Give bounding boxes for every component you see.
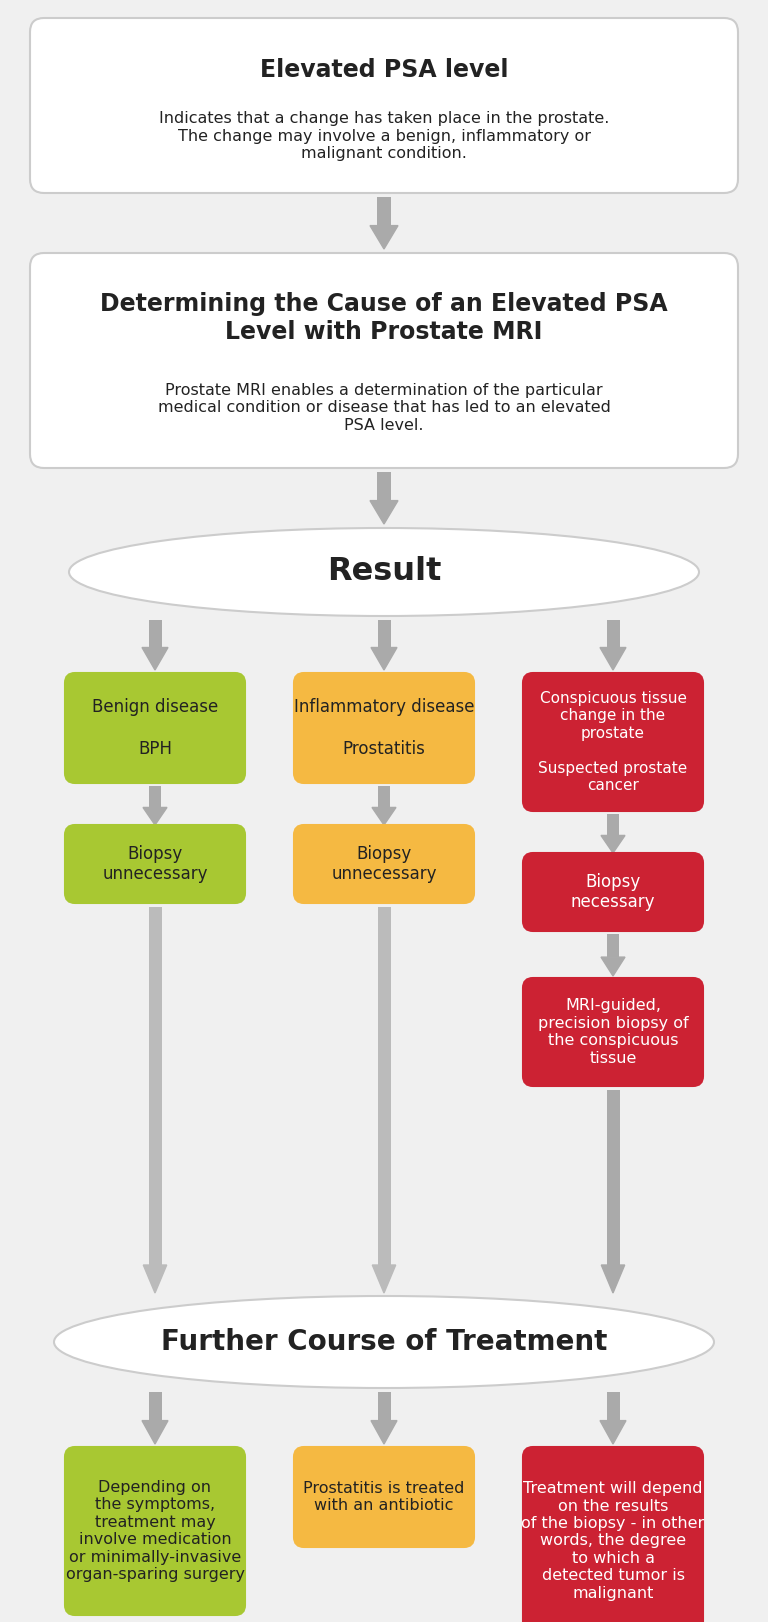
Text: Further Course of Treatment: Further Course of Treatment <box>161 1328 607 1356</box>
Polygon shape <box>142 1421 168 1444</box>
FancyBboxPatch shape <box>294 673 474 783</box>
Polygon shape <box>144 1265 167 1293</box>
FancyBboxPatch shape <box>523 1447 703 1622</box>
Bar <box>377 196 391 225</box>
Bar <box>607 1392 620 1421</box>
Text: Inflammatory disease

Prostatitis: Inflammatory disease Prostatitis <box>293 697 475 757</box>
FancyBboxPatch shape <box>65 673 245 783</box>
FancyBboxPatch shape <box>30 253 738 469</box>
FancyBboxPatch shape <box>523 853 703 931</box>
Polygon shape <box>370 225 398 250</box>
Bar <box>378 1392 390 1421</box>
Polygon shape <box>601 1265 624 1293</box>
Polygon shape <box>371 1421 397 1444</box>
Bar <box>378 907 390 1265</box>
Text: MRI-guided,
precision biopsy of
the conspicuous
tissue: MRI-guided, precision biopsy of the cons… <box>538 999 688 1066</box>
Bar <box>607 934 619 957</box>
Bar <box>148 620 161 647</box>
Bar <box>378 620 390 647</box>
Polygon shape <box>600 1421 626 1444</box>
Text: Result: Result <box>327 556 441 587</box>
Bar <box>378 787 390 808</box>
Text: Treatment will depend
on the results
of the biopsy - in other
words, the degree
: Treatment will depend on the results of … <box>521 1481 704 1601</box>
FancyBboxPatch shape <box>523 673 703 811</box>
Text: Biopsy
unnecessary: Biopsy unnecessary <box>102 845 208 884</box>
Text: Indicates that a change has taken place in the prostate.
The change may involve : Indicates that a change has taken place … <box>159 110 609 161</box>
Bar <box>148 1392 161 1421</box>
Polygon shape <box>143 808 167 826</box>
Polygon shape <box>370 501 398 524</box>
Polygon shape <box>371 647 397 670</box>
Text: Conspicuous tissue
change in the
prostate

Suspected prostate
cancer: Conspicuous tissue change in the prostat… <box>538 691 687 793</box>
FancyBboxPatch shape <box>294 826 474 903</box>
Bar <box>149 787 161 808</box>
Text: Depending on
the symptoms,
treatment may
involve medication
or minimally-invasiv: Depending on the symptoms, treatment may… <box>65 1479 244 1581</box>
Text: Elevated PSA level: Elevated PSA level <box>260 58 508 83</box>
FancyBboxPatch shape <box>294 1447 474 1547</box>
Polygon shape <box>601 835 625 853</box>
FancyBboxPatch shape <box>30 18 738 193</box>
Text: Benign disease

BPH: Benign disease BPH <box>92 697 218 757</box>
Polygon shape <box>601 957 625 976</box>
Bar <box>607 814 619 835</box>
Bar <box>148 907 161 1265</box>
Text: Prostate MRI enables a determination of the particular
medical condition or dise: Prostate MRI enables a determination of … <box>157 383 611 433</box>
Bar <box>607 1090 620 1265</box>
Text: Biopsy
unnecessary: Biopsy unnecessary <box>331 845 437 884</box>
Polygon shape <box>372 808 396 826</box>
Text: Prostatitis is treated
with an antibiotic: Prostatitis is treated with an antibioti… <box>303 1481 465 1513</box>
Polygon shape <box>600 647 626 670</box>
Ellipse shape <box>69 529 699 616</box>
Bar <box>377 472 391 501</box>
FancyBboxPatch shape <box>523 978 703 1087</box>
Text: Biopsy
necessary: Biopsy necessary <box>571 873 655 912</box>
Ellipse shape <box>54 1296 714 1388</box>
Polygon shape <box>142 647 168 670</box>
FancyBboxPatch shape <box>65 826 245 903</box>
FancyBboxPatch shape <box>65 1447 245 1616</box>
Polygon shape <box>372 1265 396 1293</box>
Text: Determining the Cause of an Elevated PSA
Level with Prostate MRI: Determining the Cause of an Elevated PSA… <box>100 292 668 344</box>
Bar <box>607 620 620 647</box>
